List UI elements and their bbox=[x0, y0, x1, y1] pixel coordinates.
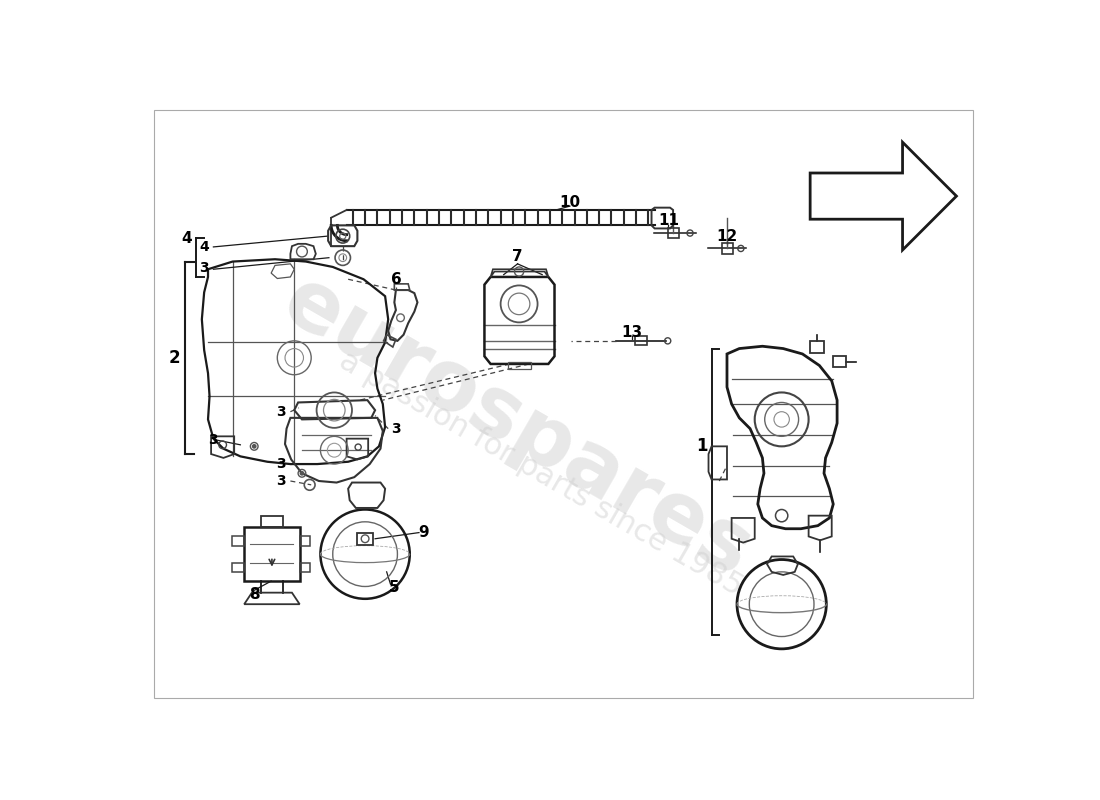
Bar bbox=[261, 517, 283, 527]
Text: 10: 10 bbox=[559, 194, 581, 210]
Text: eurospares: eurospares bbox=[268, 260, 767, 594]
Bar bbox=[810, 341, 824, 353]
Bar bbox=[723, 243, 733, 254]
Text: 7: 7 bbox=[513, 249, 522, 264]
Bar bbox=[299, 537, 310, 546]
Text: 3: 3 bbox=[276, 457, 286, 471]
Text: 3: 3 bbox=[392, 422, 400, 436]
Bar bbox=[358, 533, 373, 545]
Text: 6: 6 bbox=[390, 272, 402, 286]
Text: 9: 9 bbox=[418, 525, 429, 540]
Text: 3: 3 bbox=[276, 405, 286, 418]
Bar bbox=[244, 527, 299, 581]
Bar bbox=[232, 537, 244, 546]
Text: 11: 11 bbox=[658, 214, 679, 228]
Text: 13: 13 bbox=[620, 325, 642, 340]
Text: 4: 4 bbox=[182, 231, 191, 246]
Text: a passion for parts since 1985: a passion for parts since 1985 bbox=[333, 346, 748, 601]
Circle shape bbox=[253, 445, 255, 448]
Text: 3: 3 bbox=[199, 262, 209, 275]
Bar bbox=[508, 362, 531, 370]
Circle shape bbox=[300, 472, 304, 475]
Bar bbox=[299, 562, 310, 572]
Text: 1: 1 bbox=[696, 438, 708, 455]
Text: 3: 3 bbox=[276, 474, 286, 488]
Bar bbox=[635, 336, 647, 346]
Text: 2: 2 bbox=[169, 349, 180, 366]
Bar bbox=[834, 356, 846, 367]
Text: 12: 12 bbox=[716, 229, 738, 244]
Text: 4: 4 bbox=[199, 240, 209, 254]
Text: 8: 8 bbox=[249, 587, 260, 602]
Text: 5: 5 bbox=[389, 580, 399, 594]
Bar bbox=[232, 562, 244, 572]
Bar bbox=[669, 228, 680, 238]
Text: 3: 3 bbox=[209, 433, 218, 447]
